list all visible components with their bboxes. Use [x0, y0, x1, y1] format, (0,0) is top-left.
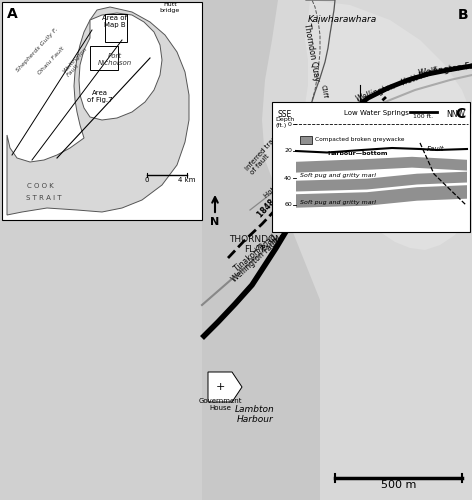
Text: B: B — [457, 8, 468, 22]
Text: Soft pug and gritty marl: Soft pug and gritty marl — [300, 172, 376, 178]
Polygon shape — [202, 0, 320, 500]
Text: Depth: Depth — [275, 117, 294, 122]
Text: Pipitea Point: Pipitea Point — [358, 221, 410, 230]
Text: C O O K: C O O K — [26, 183, 53, 189]
Text: A: A — [7, 7, 18, 21]
Text: +: + — [215, 382, 225, 392]
Text: Wellington - Hutt Road: Wellington - Hutt Road — [355, 66, 439, 104]
Text: SSE: SSE — [277, 110, 291, 119]
Text: d: d — [318, 143, 323, 152]
Text: Kaiwharawhara: Kaiwharawhara — [307, 15, 377, 24]
Text: (ft.): (ft.) — [275, 123, 286, 128]
Text: Tinakori Road: Tinakori Road — [233, 234, 279, 274]
Text: d: d — [353, 141, 358, 150]
Text: 500 m: 500 m — [381, 480, 416, 490]
Polygon shape — [296, 185, 467, 208]
Text: THORNDON
FLAT: THORNDON FLAT — [228, 234, 281, 254]
Text: Government
House: Government House — [198, 398, 242, 411]
Text: ?: ? — [322, 145, 327, 154]
Text: Inferred trace
of fault: Inferred trace of fault — [244, 132, 286, 176]
Text: Soft pug and gritty marl: Soft pug and gritty marl — [300, 200, 376, 204]
Polygon shape — [294, 0, 472, 250]
Text: 100 ft.: 100 ft. — [413, 114, 433, 119]
Text: Cliff: Cliff — [320, 84, 329, 99]
Polygon shape — [296, 157, 467, 172]
Text: Low Water Springs: Low Water Springs — [344, 110, 409, 116]
Text: Shepherds Gully F.: Shepherds Gully F. — [15, 26, 59, 73]
Bar — [2, 2, 202, 220]
Text: Harbour—bottom: Harbour—bottom — [327, 151, 388, 156]
Text: Compacted broken greywacke: Compacted broken greywacke — [315, 138, 405, 142]
Bar — [105, 14, 127, 42]
Text: Port
Nicholson: Port Nicholson — [385, 120, 446, 148]
Text: N: N — [211, 217, 219, 227]
Text: Wellington Fault: Wellington Fault — [230, 236, 282, 284]
Text: 0: 0 — [288, 122, 292, 126]
Text: Thorndon Quay: Thorndon Quay — [303, 22, 321, 82]
Polygon shape — [208, 372, 242, 402]
Bar — [272, 102, 470, 232]
Text: Wellington
Fault: Wellington Fault — [62, 46, 93, 78]
Text: Fault: Fault — [427, 146, 445, 152]
Text: Area of
Map B: Area of Map B — [102, 15, 127, 28]
Bar — [202, 0, 472, 500]
Text: 20: 20 — [284, 148, 292, 154]
Text: u: u — [353, 131, 358, 140]
Text: Line of
section: Line of section — [363, 104, 376, 129]
Text: Wellington Fault: Wellington Fault — [418, 60, 472, 78]
Text: 40: 40 — [284, 176, 292, 180]
Text: Area
of Fig.7: Area of Fig.7 — [87, 90, 113, 103]
Text: u: u — [314, 150, 320, 159]
Text: 60: 60 — [284, 202, 292, 207]
Polygon shape — [296, 172, 467, 192]
Bar — [90, 46, 118, 70]
Text: Ohaiu Fault: Ohaiu Fault — [37, 46, 66, 76]
Text: 1848 fissure: 1848 fissure — [256, 174, 299, 219]
Text: Port
Nicholson: Port Nicholson — [98, 53, 132, 66]
Polygon shape — [7, 7, 189, 215]
Text: 0: 0 — [145, 177, 149, 183]
Text: 4 km: 4 km — [178, 177, 196, 183]
Text: C: C — [455, 107, 465, 121]
Text: Lambton
Harbour: Lambton Harbour — [235, 404, 275, 424]
Polygon shape — [79, 13, 162, 120]
Text: Hutt
bridge: Hutt bridge — [160, 2, 180, 13]
Text: S T R A I T: S T R A I T — [26, 195, 62, 201]
Text: NNW: NNW — [446, 110, 465, 119]
Text: Hobson St. Gully: Hobson St. Gully — [263, 156, 311, 199]
Bar — [300, 136, 312, 144]
